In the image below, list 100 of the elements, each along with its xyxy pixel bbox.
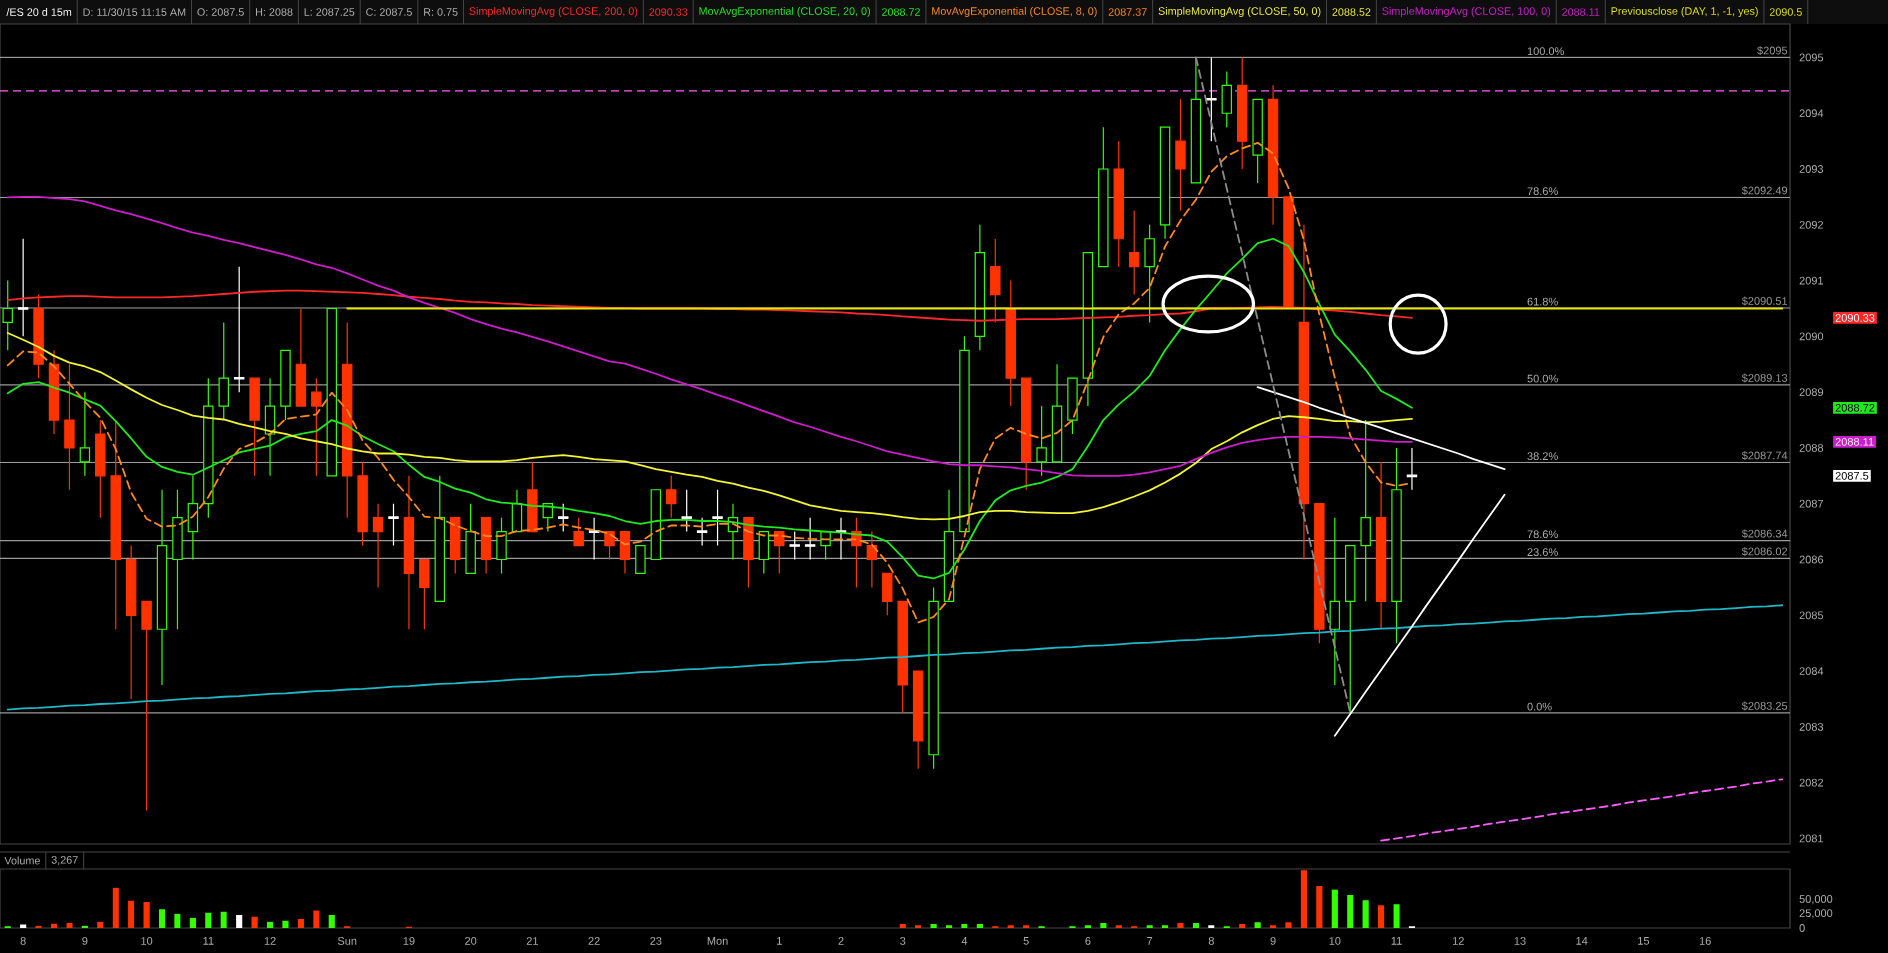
- y-tick-label: 2083: [1799, 722, 1824, 731]
- candlestick: [558, 503, 569, 533]
- text: H: 2088: [256, 8, 293, 16]
- ref-line-label: $2087.74: [1741, 451, 1788, 461]
- candlestick: [1113, 140, 1124, 268]
- candlestick: [712, 489, 723, 547]
- bar: [945, 925, 953, 928]
- candlestick: [357, 461, 368, 547]
- text: 2088.52: [1332, 8, 1371, 16]
- candlestick: [897, 600, 908, 714]
- candlestick: [1345, 544, 1356, 714]
- bar: [1007, 925, 1014, 928]
- ref-line-label: $2086.02: [1741, 547, 1788, 556]
- text: 2087.37: [1108, 8, 1147, 16]
- candlestick: [527, 461, 538, 533]
- x-tick-label: 20: [465, 937, 477, 945]
- x-tick-label: 13: [1514, 937, 1526, 945]
- bar: [1084, 925, 1091, 928]
- bar: [1161, 925, 1169, 928]
- candlestick: [650, 489, 662, 561]
- x-tick-label: 6: [1085, 937, 1091, 945]
- x-tick-label: 19: [403, 937, 415, 945]
- candlestick: [789, 531, 800, 561]
- chart-title: /ES 20 d 15m: [6, 8, 72, 16]
- candlestick: [1159, 126, 1171, 240]
- x-tick-label: 9: [1270, 937, 1276, 945]
- y-tick-label: 2091: [1799, 276, 1824, 285]
- bar: [97, 921, 104, 928]
- y-tick-label: 2085: [1799, 611, 1824, 620]
- bar: [1192, 922, 1200, 928]
- y2-tick-label: 2087.5: [1835, 471, 1869, 480]
- x-tick-label: 16: [1699, 937, 1711, 945]
- text: 3,267: [51, 856, 78, 865]
- candlestick: [311, 377, 322, 477]
- y-tick-label: 25,000: [1799, 909, 1833, 919]
- candlestick: [1221, 70, 1233, 128]
- y2-tick-label: 2088.72: [1835, 403, 1875, 412]
- candlestick: [866, 531, 878, 588]
- candlestick: [1252, 98, 1263, 184]
- text: L: 2087.25: [304, 8, 355, 16]
- candlestick: [48, 349, 60, 435]
- ref-line-label: $2083.25: [1741, 701, 1788, 711]
- x-tick-label: Sun: [337, 937, 357, 945]
- annotation: 50.0%: [1527, 374, 1558, 383]
- text: 2090.33: [649, 8, 688, 16]
- annotation: 23.6%: [1527, 548, 1558, 556]
- x-tick-label: 9: [82, 937, 88, 945]
- bar: [143, 901, 150, 928]
- candlestick: [172, 489, 183, 630]
- candlestick: [434, 475, 446, 602]
- bar: [1254, 922, 1261, 928]
- candlestick: [681, 489, 692, 533]
- candlestick: [943, 489, 955, 602]
- candlestick: [804, 517, 816, 561]
- x-tick-label: 11: [1391, 937, 1402, 945]
- y-tick-label: 2084: [1799, 667, 1824, 675]
- candlestick: [1175, 98, 1186, 212]
- text: MovAvgExponential (CLOSE, 20, 0): [699, 6, 870, 18]
- x-tick-label: 8: [20, 937, 26, 945]
- annotation: 100.0%: [1527, 47, 1564, 56]
- candlestick: [959, 335, 970, 533]
- x-tick-label: 10: [141, 937, 153, 945]
- bar: [1362, 900, 1369, 928]
- candlestick: [1067, 377, 1078, 435]
- candlestick: [573, 517, 584, 547]
- y-tick-label: 2094: [1799, 109, 1824, 118]
- y-tick-label: 2081: [1799, 834, 1824, 843]
- candlestick: [1283, 196, 1294, 310]
- candlestick: [974, 224, 986, 351]
- y-tick-label: 2090: [1799, 332, 1824, 341]
- bar: [66, 922, 73, 928]
- ref-line-label: $2086.34: [1741, 529, 1788, 539]
- candlestick: [774, 531, 785, 575]
- candlestick: [1391, 447, 1402, 644]
- bar: [297, 918, 304, 928]
- bar: [1177, 922, 1184, 928]
- ref-line-label: $2095: [1757, 46, 1788, 56]
- x-tick-label: 8: [1208, 937, 1214, 945]
- candlestick: [743, 517, 754, 588]
- text: MovAvgExponential (CLOSE, 8, 0): [932, 6, 1097, 18]
- y2-tick-label: 2088.11: [1835, 437, 1874, 446]
- candlestick: [1267, 84, 1279, 226]
- chart-title: Volume: [4, 856, 40, 865]
- annotation: 0.0%: [1527, 702, 1552, 711]
- text: 2088.72: [882, 8, 920, 16]
- ref-line-label: $2092.49: [1741, 186, 1788, 196]
- ref-line-label: $2089.13: [1741, 373, 1788, 383]
- candlestick: [1298, 224, 1310, 561]
- x-tick-label: 21: [526, 937, 538, 945]
- y-tick-label: 2087: [1799, 499, 1824, 508]
- candlestick: [280, 349, 291, 421]
- candlestick: [141, 600, 152, 812]
- bar: [1269, 925, 1277, 928]
- candlestick: [33, 293, 44, 379]
- candlestick: [419, 558, 430, 630]
- candlestick: [1082, 252, 1094, 407]
- bar: [266, 921, 274, 928]
- candlestick: [1360, 419, 1371, 602]
- candlestick: [388, 503, 399, 547]
- candlestick: [928, 586, 939, 770]
